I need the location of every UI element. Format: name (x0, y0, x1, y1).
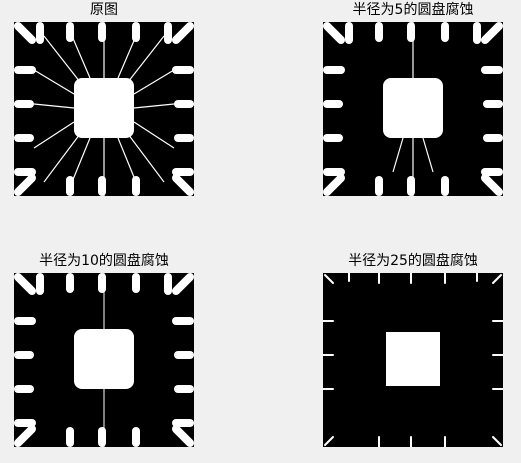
panel-title: 半径为25的圆盘腐蚀 (348, 253, 478, 269)
center-square (386, 332, 440, 386)
erode-r25-image (323, 273, 503, 447)
erode-r5-image (323, 22, 503, 196)
erode-r10-image (14, 273, 194, 447)
panel-title: 半径为10的圆盘腐蚀 (39, 253, 169, 269)
panel-title: 半径为5的圆盘腐蚀 (352, 2, 474, 18)
thin-tabs (323, 273, 503, 447)
original-image (14, 22, 194, 196)
panel-title: 原图 (90, 2, 118, 18)
radial-lines (33, 22, 175, 196)
residual-lines (392, 22, 434, 196)
